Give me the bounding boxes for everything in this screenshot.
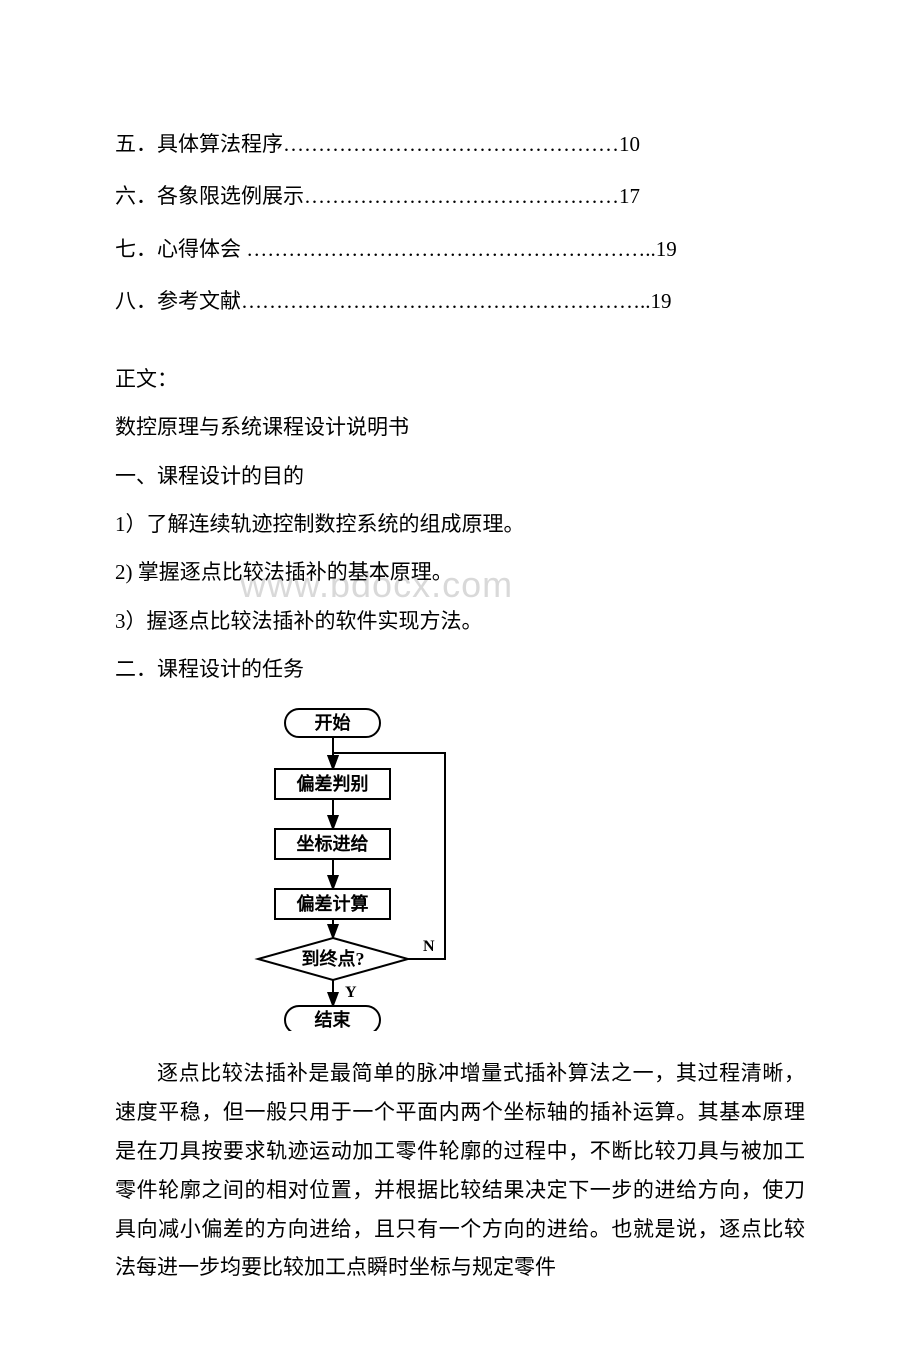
toc-page: 10 [619, 132, 640, 156]
bullet-3: 3）握逐点比较法插补的软件实现方法。 [115, 597, 805, 645]
document-content: 五．具体算法程序…………………………………………10 六．各象限选例展示…………… [115, 120, 805, 1287]
toc-item-8: 八．参考文献…………………………………………………..19 [115, 277, 805, 325]
toc-page: 17 [619, 184, 640, 208]
toc-dots: ………………………………………………….. [246, 237, 656, 261]
toc-page: 19 [651, 289, 672, 313]
body-paragraph-1: 逐点比较法插补是最简单的脉冲增量式插补算法之一，其过程清晰，速度平稳，但一般只用… [115, 1054, 805, 1287]
svg-text:到终点?: 到终点? [302, 948, 365, 969]
flowchart-svg: Y N 开始偏差判别坐标进给偏差计算到终点? 结束 [175, 701, 455, 1031]
bullet-2: 2) 掌握逐点比较法插补的基本原理。 [115, 548, 805, 596]
subtitle: 数控原理与系统课程设计说明书 [115, 403, 805, 451]
toc-dots: ……………………………………… [304, 184, 619, 208]
flowchart-diagram: Y N 开始偏差判别坐标进给偏差计算到终点? 结束 [175, 701, 805, 1036]
svg-text:偏差判别: 偏差判别 [297, 773, 369, 794]
toc-dots: ………………………………………… [283, 132, 619, 156]
toc-label: 八．参考文献 [115, 289, 241, 313]
svg-text:坐标进给: 坐标进给 [297, 833, 369, 854]
section-2-heading: 二．课程设计的任务 [115, 645, 805, 693]
toc-item-5: 五．具体算法程序…………………………………………10 [115, 120, 805, 168]
toc-label: 七．心得体会 [115, 237, 246, 261]
toc-item-7: 七．心得体会 …………………………………………………..19 [115, 225, 805, 273]
svg-text:N: N [423, 938, 435, 955]
toc-dots: ………………………………………………….. [241, 289, 651, 313]
toc-label: 六．各象限选例展示 [115, 184, 304, 208]
svg-text:Y: Y [345, 984, 357, 1001]
bullet-1: 1）了解连续轨迹控制数控系统的组成原理。 [115, 500, 805, 548]
svg-text:开始: 开始 [315, 712, 351, 733]
section-1-heading: 一、课程设计的目的 [115, 452, 805, 500]
toc-item-6: 六．各象限选例展示………………………………………17 [115, 172, 805, 220]
toc-page: 19 [656, 237, 677, 261]
svg-text:偏差计算: 偏差计算 [297, 893, 369, 914]
main-heading: 正文： [115, 355, 805, 403]
toc-label: 五．具体算法程序 [115, 132, 283, 156]
svg-text:结束: 结束 [315, 1009, 352, 1030]
